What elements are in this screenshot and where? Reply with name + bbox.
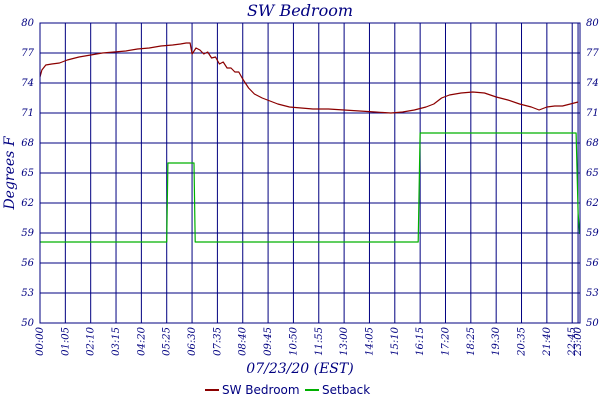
y-tick-label-right: 65 bbox=[586, 168, 599, 179]
y-tick-label-left: 59 bbox=[21, 228, 34, 239]
x-tick-label: 05:25 bbox=[162, 327, 173, 356]
x-tick-label: 16:15 bbox=[415, 327, 426, 356]
y-tick-label-right: 74 bbox=[586, 78, 599, 89]
y-tick-label-right: 62 bbox=[586, 198, 599, 209]
x-tick-label: 22:45 bbox=[567, 327, 578, 357]
x-tick-label: 00:00 bbox=[35, 326, 46, 355]
x-tick-label: 03:15 bbox=[111, 327, 122, 356]
y-axis-label: Degrees F bbox=[2, 135, 18, 210]
y-tick-label-left: 71 bbox=[21, 108, 34, 119]
y-tick-label-right: 77 bbox=[586, 48, 599, 59]
x-tick-label: 02:10 bbox=[86, 326, 97, 355]
x-tick-label: 23:00 bbox=[573, 326, 584, 356]
series-line-sw-bedroom bbox=[39, 42, 579, 114]
x-tick-label: 21:40 bbox=[542, 326, 553, 356]
y-tick-label-left: 56 bbox=[21, 258, 34, 269]
x-axis-ticks: 00:00 01:05 02:10 03:15 04:20 05:25 06:30 07:35… bbox=[35, 326, 584, 356]
y-tick-label-left: 53 bbox=[21, 288, 34, 299]
y-tick-label-left: 74 bbox=[21, 78, 34, 89]
y-tick-label-right: 68 bbox=[586, 138, 599, 149]
y-tick-label-right: 80 bbox=[586, 18, 599, 29]
series-line-setback bbox=[40, 132, 581, 243]
x-tick-label: 11:55 bbox=[314, 327, 325, 356]
y-tick-label-right: 59 bbox=[586, 228, 599, 239]
y-tick-label-left: 80 bbox=[21, 18, 34, 29]
x-tick-label: 06:30 bbox=[187, 326, 198, 355]
y-tick-label-right: 53 bbox=[586, 288, 599, 299]
x-tick-label: 18:25 bbox=[466, 327, 477, 356]
y-axis-right-ticks: 50 53 56 59 62 65 68 71 74 77 80 bbox=[586, 18, 599, 329]
x-tick-label: 15:10 bbox=[390, 326, 401, 355]
y-tick-label-right: 71 bbox=[586, 108, 599, 119]
x-axis-label: 07/23/20 (EST) bbox=[246, 361, 353, 377]
x-tick-label: 09:45 bbox=[263, 327, 274, 356]
x-tick-label: 17:20 bbox=[440, 326, 451, 355]
legend: SW Bedroom Setback bbox=[205, 383, 370, 397]
x-tick-label: 07:35 bbox=[212, 327, 223, 356]
x-tick-label: 14:05 bbox=[364, 327, 375, 356]
y-tick-label-left: 62 bbox=[21, 198, 34, 209]
legend-label: SW Bedroom bbox=[222, 383, 300, 397]
y-tick-label-left: 77 bbox=[21, 48, 34, 59]
plot-frame bbox=[39, 22, 581, 324]
series-layer bbox=[39, 42, 581, 243]
y-axis-left-ticks: 50 53 56 59 62 65 68 71 74 77 80 bbox=[21, 18, 34, 329]
chart-title: SW Bedroom bbox=[247, 1, 353, 20]
x-tick-label: 13:00 bbox=[339, 326, 350, 355]
legend-label: Setback bbox=[322, 383, 370, 397]
y-tick-label-left: 50 bbox=[21, 318, 34, 329]
y-tick-label-left: 65 bbox=[21, 168, 34, 179]
x-tick-label: 19:30 bbox=[491, 326, 502, 355]
x-tick-label: 01:05 bbox=[60, 327, 71, 356]
y-tick-label-left: 68 bbox=[21, 138, 34, 149]
x-tick-label: 04:20 bbox=[136, 326, 147, 355]
x-tick-label: 08:40 bbox=[238, 326, 249, 355]
x-tick-label: 10:50 bbox=[288, 326, 299, 355]
y-tick-label-right: 50 bbox=[586, 318, 599, 329]
x-tick-label: 20:35 bbox=[517, 327, 528, 357]
y-tick-label-right: 56 bbox=[586, 258, 599, 269]
